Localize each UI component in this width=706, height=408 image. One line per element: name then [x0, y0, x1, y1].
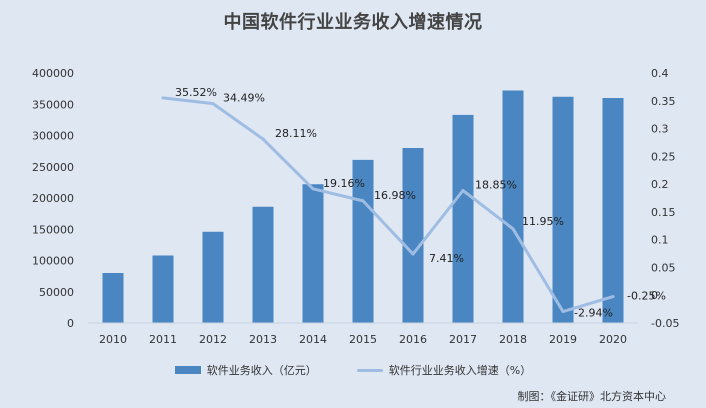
x-axis-tick-label: 2018: [499, 333, 527, 346]
left-axis-tick-label: 100000: [32, 255, 74, 268]
line-point-2013: [261, 137, 265, 141]
x-axis: 2010 2011 2012 2013 2014 2015 2016 2017 2018 2019…: [88, 322, 638, 346]
right-axis-tick-label: 0.25: [651, 150, 676, 163]
right-axis-tick-label: 0: [651, 289, 658, 302]
data-label-2018: 11.95%: [522, 215, 564, 228]
x-axis-tick-label: 2015: [349, 333, 377, 346]
right-axis-tick-label: 0.35: [651, 95, 676, 108]
left-axis: 0 50000 100000 150000 200000 250000 300000 3500…: [32, 67, 74, 330]
chart-title: 中国软件行业业务收入增速情况: [223, 12, 483, 33]
right-axis: -0.05 0 0.05 0.1 0.15 0.2 0.25 0.3 0.35 0.4: [651, 67, 679, 330]
x-axis-tick-label: 2012: [199, 333, 227, 346]
left-axis-tick-label: 150000: [32, 223, 74, 236]
bar-2020: [602, 98, 624, 323]
data-label-2014: 19.16%: [323, 177, 365, 190]
legend-label-line: 软件行业业务收入增速（%）: [388, 364, 532, 377]
x-axis-tick-label: 2013: [249, 333, 277, 346]
line-point-2012: [211, 102, 215, 106]
left-axis-tick-label: 200000: [32, 192, 74, 205]
data-label-2017: 18.85%: [475, 179, 517, 192]
line-point-2015: [361, 199, 365, 203]
bar-2016: [402, 148, 424, 323]
x-axis-tick-label: 2014: [299, 333, 327, 346]
data-label-2015: 16.98%: [374, 189, 416, 202]
line-point-2016: [411, 252, 415, 256]
right-axis-tick-label: 0.05: [651, 261, 676, 274]
legend-label-bar: 软件业务收入（亿元）: [206, 364, 317, 377]
data-label-2012: 34.49%: [223, 92, 265, 105]
bar-2017: [452, 114, 474, 323]
line-point-2018: [511, 227, 515, 231]
line-point-2011: [161, 96, 165, 100]
right-axis-tick-label: 0.15: [651, 206, 676, 219]
bar-2010: [102, 273, 124, 323]
right-axis-tick-label: -0.05: [651, 317, 679, 330]
bar-2012: [202, 231, 224, 323]
left-axis-tick-label: 350000: [32, 98, 74, 111]
left-axis-tick-label: 400000: [32, 67, 74, 80]
data-label-2011: 35.52%: [175, 86, 217, 99]
data-label-2016: 7.41%: [429, 252, 464, 265]
line-point-2017: [461, 189, 465, 192]
left-axis-tick-label: 250000: [32, 161, 74, 174]
right-axis-tick-label: 0.3: [651, 123, 669, 136]
left-axis-tick-label: 300000: [32, 130, 74, 143]
bar-2011: [152, 255, 174, 323]
left-axis-tick-label: 50000: [39, 286, 74, 299]
right-axis-tick-label: 0.1: [651, 234, 669, 247]
line-point-2019: [561, 310, 565, 314]
source-caption: 制图：《金证研》北方资本中心: [517, 390, 667, 403]
x-axis-tick-label: 2019: [549, 333, 577, 346]
growth-line: [161, 96, 615, 314]
data-label-2020: -0.25%: [627, 290, 666, 303]
x-axis-tick-label: 2017: [449, 333, 477, 346]
data-label-2013: 28.11%: [275, 127, 317, 140]
data-label-2019: -2.94%: [574, 307, 613, 320]
x-axis-tick-label: 2010: [99, 333, 127, 346]
bar-2019: [552, 96, 574, 323]
line-point-2014: [311, 187, 315, 191]
x-axis-tick-label: 2011: [149, 333, 177, 346]
legend-swatch-line: [356, 368, 383, 372]
right-axis-tick-label: 0.4: [651, 67, 669, 80]
x-axis-tick-label: 2016: [399, 333, 427, 346]
bar-2013: [252, 206, 274, 323]
left-axis-tick-label: 0: [67, 317, 74, 330]
bar-series: [102, 90, 624, 323]
x-axis-tick-label: 2020: [599, 333, 627, 346]
legend-item-bar: 软件业务收入（亿元）: [174, 362, 317, 378]
line-point-2020: [611, 295, 615, 299]
bar-2014: [302, 184, 324, 323]
legend-item-line: 软件行业业务收入增速（%）: [356, 362, 532, 378]
line-series: 35.52% 34.49% 28.11% 19.16% 16.98% 7.41% 18.85…: [161, 86, 666, 320]
legend-swatch-bar: [174, 366, 201, 374]
legend: 软件业务收入（亿元） 软件行业业务收入增速（%）: [0, 362, 706, 378]
bar-2018: [502, 90, 524, 323]
right-axis-tick-label: 0.2: [651, 178, 669, 191]
